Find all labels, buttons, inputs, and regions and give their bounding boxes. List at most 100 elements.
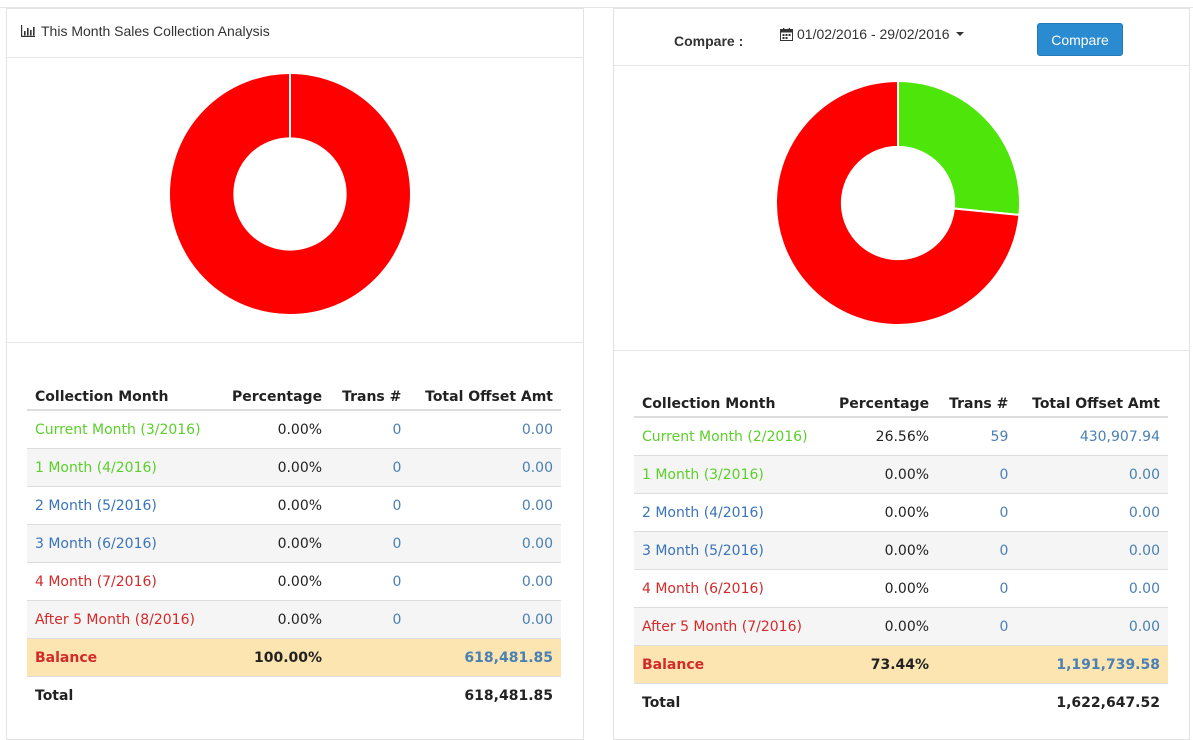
balance-row: Balance 100.00% 618,481.85 [27,638,561,677]
table-row[interactable]: Current Month (2/2016) 26.56% 59 430,907.94 [634,416,1168,456]
col-percentage: Percentage [218,385,331,411]
trans-count-cell[interactable]: 0 [330,409,410,449]
offset-amount-cell[interactable]: 430,907.94 [1016,416,1168,456]
offset-amount-cell[interactable]: 0.00 [1016,569,1168,608]
col-trans: Trans # [937,392,1017,418]
percentage-cell: 0.00% [825,531,938,570]
table-row[interactable]: 1 Month (4/2016) 0.00% 0 0.00 [27,448,561,487]
table-row[interactable]: After 5 Month (7/2016) 0.00% 0 0.00 [634,607,1168,646]
total-label: Total [634,683,826,721]
offset-amount-cell[interactable]: 0.00 [409,448,561,487]
total-trans-empty [937,683,1017,721]
offset-amount-cell[interactable]: 0.00 [1016,531,1168,570]
compare-label: Compare : [674,33,744,49]
balance-amount[interactable]: 1,191,739.58 [1016,645,1168,684]
table-row[interactable]: 4 Month (7/2016) 0.00% 0 0.00 [27,562,561,601]
this-month-panel-header: This Month Sales Collection Analysis [7,9,583,58]
compare-panel: Compare : 01/02/2016 - 29/02/2016 Compar… [613,8,1190,740]
trans-count-cell[interactable]: 0 [937,531,1017,570]
percentage-cell: 0.00% [218,409,331,449]
col-collection-month: Collection Month [27,385,219,411]
compare-chart-area [614,65,1189,351]
col-total-offset: Total Offset Amt [409,385,561,411]
offset-amount-cell[interactable]: 0.00 [409,486,561,525]
collection-month-cell: 4 Month (6/2016) [634,569,826,608]
donut-slice-balance[interactable] [775,80,1021,326]
table-row[interactable]: 2 Month (5/2016) 0.00% 0 0.00 [27,486,561,525]
compare-button[interactable]: Compare [1037,23,1123,56]
collection-month-cell: Current Month (3/2016) [27,409,219,449]
table-header-row: Collection Month Percentage Trans # Tota… [27,385,561,411]
this-month-panel: This Month Sales Collection Analysis Col… [6,8,584,740]
total-amount: 1,622,647.52 [1016,683,1168,721]
percentage-cell: 0.00% [218,524,331,563]
table-row[interactable]: 3 Month (6/2016) 0.00% 0 0.00 [27,524,561,563]
table-row[interactable]: Current Month (3/2016) 0.00% 0 0.00 [27,409,561,449]
percentage-cell: 0.00% [218,562,331,601]
trans-count-cell[interactable]: 0 [330,486,410,525]
calendar-icon [780,27,793,41]
trans-count-cell[interactable]: 59 [937,416,1017,456]
col-total-offset: Total Offset Amt [1016,392,1168,418]
collection-month-cell: 1 Month (4/2016) [27,448,219,487]
total-trans-empty [330,676,410,714]
collection-month-cell: 4 Month (7/2016) [27,562,219,601]
trans-count-cell[interactable]: 0 [937,569,1017,608]
this-month-donut-chart[interactable] [168,72,412,316]
collection-month-cell: 1 Month (3/2016) [634,455,826,494]
balance-label: Balance [27,638,219,677]
trans-count-cell[interactable]: 0 [937,607,1017,646]
trans-count-cell[interactable]: 0 [330,600,410,639]
trans-count-cell[interactable]: 0 [330,562,410,601]
percentage-cell: 0.00% [218,486,331,525]
offset-amount-cell[interactable]: 0.00 [409,409,561,449]
bar-chart-icon [21,25,35,37]
balance-percentage: 73.44% [825,645,938,684]
offset-amount-cell[interactable]: 0.00 [409,600,561,639]
donut-slice-balance[interactable] [168,72,412,316]
offset-amount-cell[interactable]: 0.00 [1016,493,1168,532]
collection-month-cell: 3 Month (6/2016) [27,524,219,563]
top-divider [0,7,1193,8]
total-row: Total 618,481.85 [27,676,561,714]
col-percentage: Percentage [825,392,938,418]
panel-title: This Month Sales Collection Analysis [41,23,270,39]
trans-count-cell[interactable]: 0 [330,524,410,563]
compare-collection-table: Collection Month Percentage Trans # Tota… [634,392,1168,721]
collection-month-cell: 3 Month (5/2016) [634,531,826,570]
total-label: Total [27,676,219,714]
collection-month-cell: 2 Month (4/2016) [634,493,826,532]
table-row[interactable]: 3 Month (5/2016) 0.00% 0 0.00 [634,531,1168,570]
offset-amount-cell[interactable]: 0.00 [409,562,561,601]
offset-amount-cell[interactable]: 0.00 [1016,455,1168,494]
percentage-cell: 26.56% [825,416,938,456]
col-trans: Trans # [330,385,410,411]
collection-month-cell: 2 Month (5/2016) [27,486,219,525]
this-month-collection-table: Collection Month Percentage Trans # Tota… [27,385,561,714]
table-row[interactable]: After 5 Month (8/2016) 0.00% 0 0.00 [27,600,561,639]
percentage-cell: 0.00% [218,600,331,639]
table-row[interactable]: 1 Month (3/2016) 0.00% 0 0.00 [634,455,1168,494]
compare-donut-chart[interactable] [775,80,1021,326]
table-row[interactable]: 2 Month (4/2016) 0.00% 0 0.00 [634,493,1168,532]
compare-panel-header: Compare : 01/02/2016 - 29/02/2016 Compar… [614,9,1189,66]
trans-count-cell[interactable]: 0 [330,448,410,487]
this-month-chart-area [7,57,583,343]
trans-count-cell[interactable]: 0 [937,455,1017,494]
table-row[interactable]: 4 Month (6/2016) 0.00% 0 0.00 [634,569,1168,608]
total-percentage-empty [825,683,938,721]
caret-down-icon [955,32,964,36]
balance-trans-empty [937,645,1017,684]
donut-slice-current-month[interactable] [897,80,1021,217]
col-collection-month: Collection Month [634,392,826,418]
balance-amount[interactable]: 618,481.85 [409,638,561,677]
percentage-cell: 0.00% [825,569,938,608]
offset-amount-cell[interactable]: 0.00 [409,524,561,563]
date-range-value: 01/02/2016 - 29/02/2016 [797,26,950,42]
total-amount: 618,481.85 [409,676,561,714]
trans-count-cell[interactable]: 0 [937,493,1017,532]
offset-amount-cell[interactable]: 0.00 [1016,607,1168,646]
total-percentage-empty [218,676,331,714]
date-range-picker[interactable]: 01/02/2016 - 29/02/2016 [780,26,964,42]
balance-percentage: 100.00% [218,638,331,677]
